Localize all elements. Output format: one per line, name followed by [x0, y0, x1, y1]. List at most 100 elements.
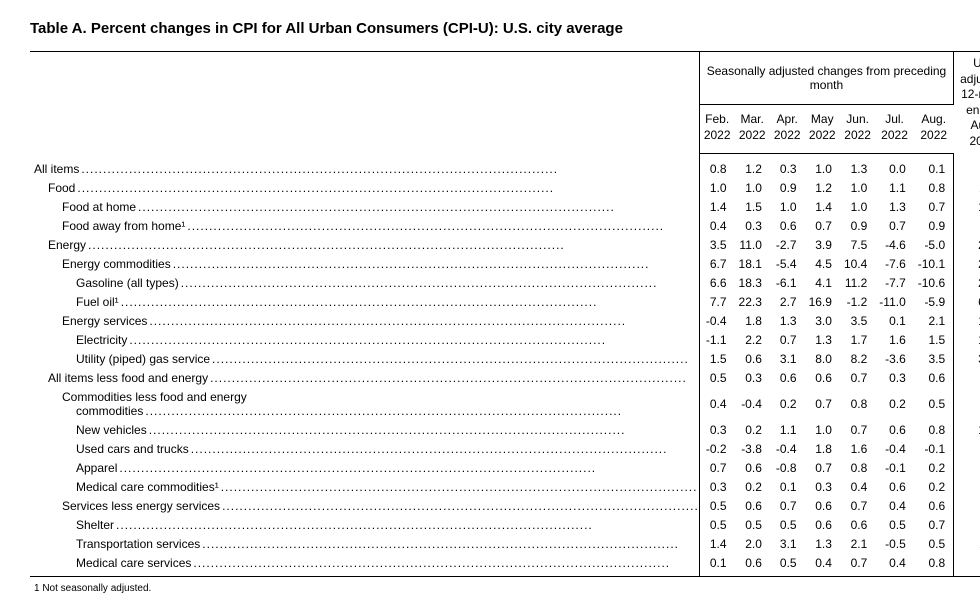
- row-label: All items: [34, 162, 81, 176]
- table-row: Fuel oil¹7.722.32.716.9-1.2-11.0-5.968.8: [30, 293, 980, 312]
- leader-dots: [77, 181, 698, 195]
- value-cell: 0.3: [805, 478, 840, 497]
- cpi-table: Seasonally adjusted changes from precedi…: [30, 51, 980, 577]
- value-cell: 1.5: [699, 350, 734, 369]
- stub-header: [30, 52, 699, 154]
- value-cell: 0.7: [914, 516, 954, 535]
- row-label: Apparel: [34, 461, 119, 475]
- table-row: Medical care commodities¹0.30.20.10.30.4…: [30, 478, 980, 497]
- table-row: Energy services-0.41.81.33.03.50.12.119.…: [30, 312, 980, 331]
- value-cell: -1.2: [840, 293, 875, 312]
- value-cell: 0.4: [699, 388, 734, 421]
- value-cell: 7.5: [840, 236, 875, 255]
- value-cell: -0.2: [699, 440, 734, 459]
- value-cell: 0.5: [875, 516, 913, 535]
- row-label: commodities: [34, 404, 145, 418]
- row-label: Used cars and trucks: [34, 442, 191, 456]
- row-label: Energy commodities: [34, 257, 173, 271]
- row-label: Electricity: [34, 333, 129, 347]
- month-header: Feb.2022: [699, 104, 734, 153]
- row-label: Energy: [34, 238, 88, 252]
- value-cell: 0.9: [840, 217, 875, 236]
- value-cell: -0.1: [875, 459, 913, 478]
- value-cell: 0.6: [805, 516, 840, 535]
- leader-dots: [149, 423, 699, 437]
- unadjusted-cell: 23.8: [954, 236, 980, 255]
- value-cell: 0.7: [840, 554, 875, 577]
- value-cell: 0.6: [770, 217, 805, 236]
- value-cell: -5.9: [914, 293, 954, 312]
- value-cell: 2.1: [914, 312, 954, 331]
- value-cell: -3.6: [875, 350, 913, 369]
- row-label: Utility (piped) gas service: [34, 352, 212, 366]
- table-row: All items less food and energy0.50.30.60…: [30, 369, 980, 388]
- value-cell: 6.6: [699, 274, 734, 293]
- value-cell: 0.4: [840, 478, 875, 497]
- value-cell: 0.2: [770, 388, 805, 421]
- value-cell: -5.0: [914, 236, 954, 255]
- value-cell: 16.9: [805, 293, 840, 312]
- value-cell: 0.7: [770, 331, 805, 350]
- unadjusted-cell: 5.6: [954, 554, 980, 577]
- table-row: Utility (piped) gas service1.50.63.18.08…: [30, 350, 980, 369]
- value-cell: 0.3: [735, 217, 770, 236]
- value-cell: 0.8: [914, 554, 954, 577]
- value-cell: 0.8: [914, 179, 954, 198]
- month-header: Jun.2022: [840, 104, 875, 153]
- value-cell: 0.6: [840, 516, 875, 535]
- value-cell: 2.7: [770, 293, 805, 312]
- row-label-cell: Energy services: [30, 312, 699, 331]
- value-cell: -3.8: [735, 440, 770, 459]
- page-container: Table A. Percent changes in CPI for All …: [0, 0, 980, 604]
- value-cell: -0.8: [770, 459, 805, 478]
- value-cell: -0.1: [914, 440, 954, 459]
- value-cell: 0.5: [699, 516, 734, 535]
- value-cell: 1.0: [805, 154, 840, 179]
- unadjusted-cell: 4.1: [954, 478, 980, 497]
- value-cell: 0.8: [914, 421, 954, 440]
- value-cell: 3.5: [840, 312, 875, 331]
- row-label-cell: Fuel oil¹: [30, 293, 699, 312]
- value-cell: 11.0: [735, 236, 770, 255]
- value-cell: 0.6: [735, 350, 770, 369]
- value-cell: 1.0: [735, 179, 770, 198]
- unadjusted-cell: 7.8: [954, 440, 980, 459]
- value-cell: 1.8: [735, 312, 770, 331]
- row-label-cell: Medical care commodities¹: [30, 478, 699, 497]
- row-label: New vehicles: [34, 423, 149, 437]
- value-cell: 1.6: [875, 331, 913, 350]
- value-cell: 0.5: [699, 497, 734, 516]
- value-cell: 0.6: [735, 497, 770, 516]
- leader-dots: [193, 556, 698, 570]
- value-cell: 1.1: [770, 421, 805, 440]
- value-cell: 0.7: [914, 198, 954, 217]
- value-cell: 0.5: [914, 535, 954, 554]
- value-cell: 3.0: [805, 312, 840, 331]
- value-cell: 3.5: [914, 350, 954, 369]
- value-cell: 1.8: [805, 440, 840, 459]
- value-cell: 1.3: [805, 535, 840, 554]
- unadjusted-cell: 68.8: [954, 293, 980, 312]
- value-cell: 1.3: [840, 154, 875, 179]
- row-label-cell: Food away from home¹: [30, 217, 699, 236]
- row-label: Food away from home¹: [34, 219, 187, 233]
- value-cell: -0.4: [875, 440, 913, 459]
- value-cell: 0.2: [735, 421, 770, 440]
- row-label-cell: Used cars and trucks: [30, 440, 699, 459]
- value-cell: -7.7: [875, 274, 913, 293]
- leader-dots: [173, 257, 699, 271]
- value-cell: 0.6: [770, 369, 805, 388]
- value-cell: 0.2: [735, 478, 770, 497]
- table-body: All items0.81.20.31.01.30.00.18.3Food1.0…: [30, 154, 980, 577]
- value-cell: 0.2: [914, 459, 954, 478]
- month-header: May2022: [805, 104, 840, 153]
- unadjusted-cell: 6.2: [954, 516, 980, 535]
- unadjusted-cell: 27.1: [954, 255, 980, 274]
- header-row-1: Seasonally adjusted changes from precedi…: [30, 52, 980, 105]
- row-label: Commodities less food and energy: [34, 390, 249, 404]
- value-cell: 0.9: [770, 179, 805, 198]
- leader-dots: [119, 461, 698, 475]
- value-cell: -5.4: [770, 255, 805, 274]
- table-row: Transportation services1.42.03.11.32.1-0…: [30, 535, 980, 554]
- value-cell: 3.5: [699, 236, 734, 255]
